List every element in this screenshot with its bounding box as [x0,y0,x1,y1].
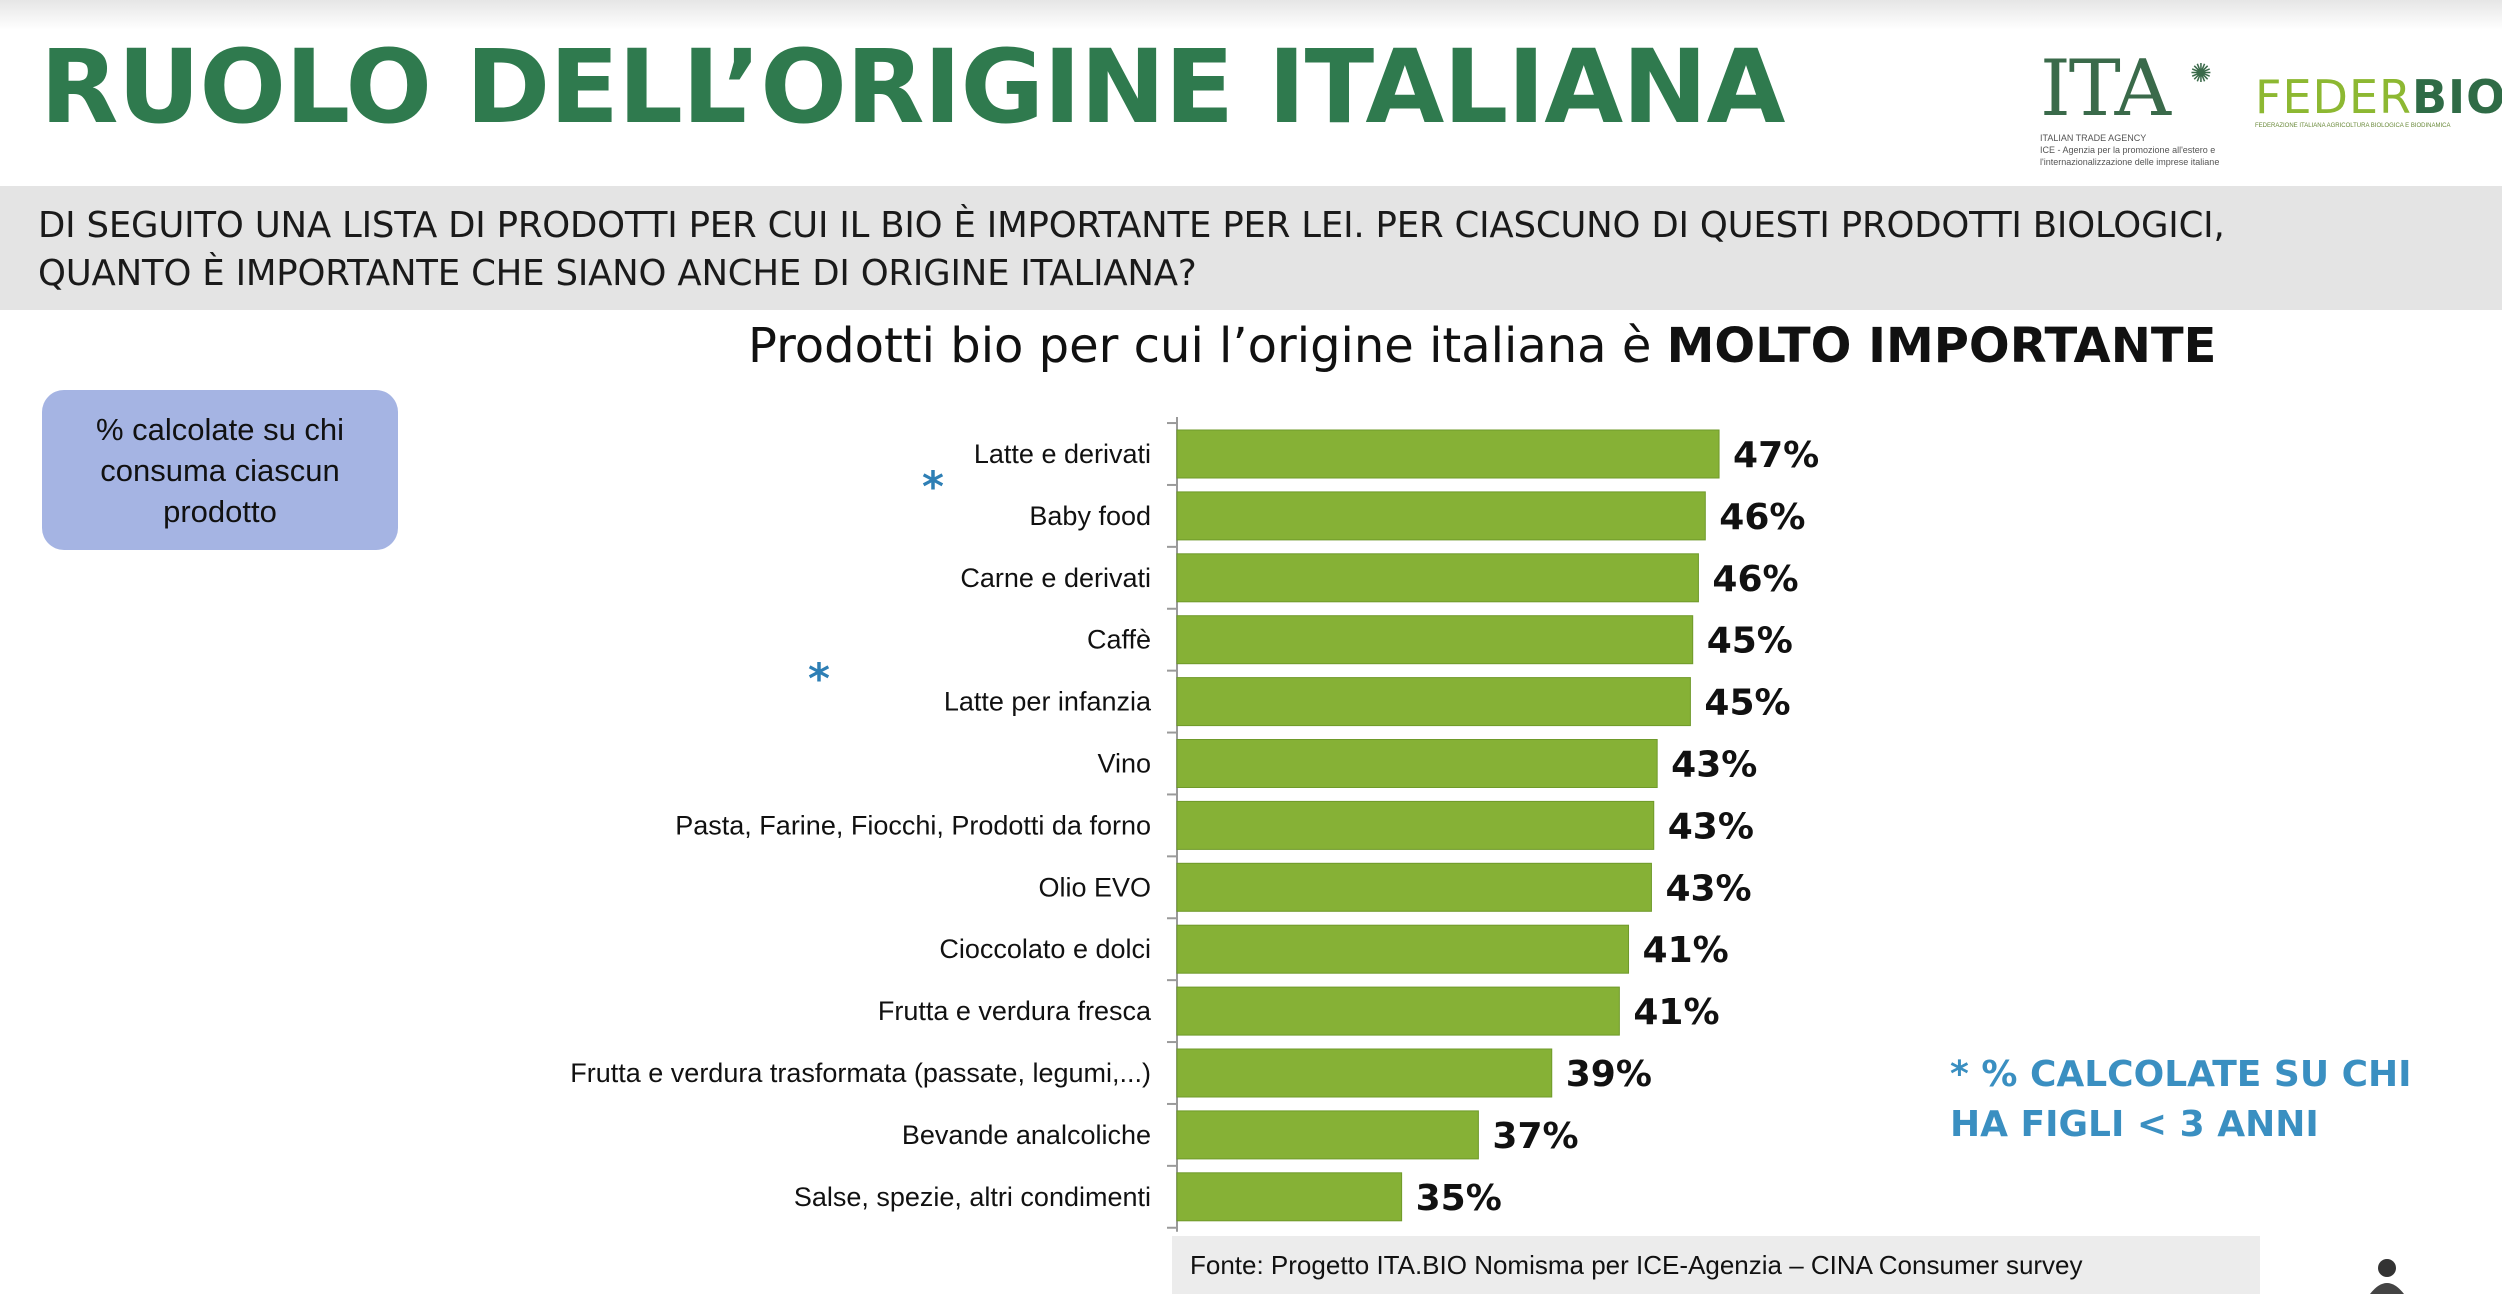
bar-cioccolato-e-dolci [1176,924,1630,974]
value-label-bevande-analcoliche: 37% [1492,1116,1578,1157]
note-box-line2: consuma ciascun [100,452,340,488]
value-label-vino: 43% [1671,745,1757,786]
category-label-frutta-e-verdura-fresca: Frutta e verdura fresca [878,996,1152,1026]
value-label-carne-e-derivati: 46% [1712,559,1798,600]
category-label-carne-e-derivati: Carne e derivati [960,563,1151,593]
chart-title-prefix: Prodotti bio per cui l’origine italiana … [748,318,1667,374]
asterisk-marker-baby-food: * [922,462,944,511]
chart-title: Prodotti bio per cui l’origine italiana … [748,318,2216,374]
category-label-baby-food: Baby food [1029,501,1151,531]
bar-pasta-farine-fiocchi-prodotti-da-forno [1176,800,1655,850]
ita-logo-line1: ITALIAN TRADE AGENCY [2040,133,2147,143]
category-label-latte-per-infanzia: Latte per infanzia [944,687,1152,717]
bar-olio-evo [1176,862,1652,912]
category-label-salse-spezie-altri-condimenti: Salse, spezie, altri condimenti [794,1182,1151,1212]
category-label-frutta-e-verdura-trasformata-passate-legumi: Frutta e verdura trasformata (passate, l… [570,1058,1151,1088]
note-box-line1: % calcolate su chi [95,411,345,447]
note-box: % calcolate su chi consuma ciascun prodo… [42,390,398,550]
category-label-latte-e-derivati: Latte e derivati [974,439,1151,469]
category-label-caff: Caffè [1087,625,1151,655]
value-label-latte-per-infanzia: 45% [1704,683,1790,724]
federbio-logo-word: FEDERBIO [2255,70,2502,124]
bar-carne-e-derivati [1176,553,1699,603]
ita-logo-word: ITA [2040,44,2171,134]
bar-latte-e-derivati [1176,429,1720,479]
bar-latte-per-infanzia [1176,677,1691,727]
note-box-line3: prodotto [163,493,277,529]
federbio-logo-bio: BIO [2411,70,2502,124]
federbio-logo-feder: FEDER [2255,70,2412,124]
note-box-text: % calcolate su chi consuma ciascun prodo… [60,409,380,532]
chart-title-bold: MOLTO IMPORTANTE [1666,318,2217,374]
value-label-frutta-e-verdura-fresca: 41% [1633,992,1719,1033]
page-title: RUOLO DELL’ORIGINE ITALIANA [40,28,1785,147]
value-label-caff: 45% [1707,621,1793,662]
survey-question: DI SEGUITO UNA LISTA DI PRODOTTI PER CUI… [38,202,2478,298]
value-label-frutta-e-verdura-trasformata-passate-legumi: 39% [1566,1054,1652,1095]
children-footnote-line2: HA FIGLI < 3 ANNI [1950,1104,2319,1145]
value-label-latte-e-derivati: 47% [1733,435,1819,476]
children-footnote: * % CALCOLATE SU CHI HA FIGLI < 3 ANNI [1950,1050,2470,1150]
survey-question-line2: QUANTO È IMPORTANTE CHE SIANO ANCHE DI O… [38,253,1197,294]
category-label-vino: Vino [1097,749,1151,779]
bar-vino [1176,739,1658,788]
children-footnote-line1: * % CALCOLATE SU CHI [1950,1054,2412,1095]
federbio-logo: FEDERBIO FEDERAZIONE ITALIANA AGRICOLTUR… [2255,70,2502,142]
bar-frutta-e-verdura-fresca [1176,986,1620,1036]
bar-baby-food [1176,491,1706,541]
bar-bevande-analcoliche [1176,1110,1479,1160]
survey-question-line1: DI SEGUITO UNA LISTA DI PRODOTTI PER CUI… [38,205,2225,246]
mascot-icon [2370,1259,2404,1294]
ita-logo: ITA ✺ ITALIAN TRADE AGENCY ICE - Agenzia… [2040,50,2240,180]
bar-salse-spezie-altri-condimenti [1176,1172,1403,1222]
source-box: Fonte: Progetto ITA.BIO Nomisma per ICE-… [1172,1236,2260,1294]
asterisk-marker-latte-infanzia: * [808,654,830,703]
category-label-olio-evo: Olio EVO [1038,872,1151,902]
ita-logo-subtitle: ITALIAN TRADE AGENCY ICE - Agenzia per l… [2040,132,2240,168]
ita-logo-line2: ICE - Agenzia per la promozione all'este… [2040,145,2216,155]
category-label-cioccolato-e-dolci: Cioccolato e dolci [939,934,1151,964]
federbio-logo-tagline: FEDERAZIONE ITALIANA AGRICOLTURA BIOLOGI… [2255,123,2451,129]
value-label-olio-evo: 43% [1665,868,1751,909]
top-strip [0,0,2502,30]
ita-logo-line3: l'internazionalizzazione delle imprese i… [2040,157,2220,167]
value-label-salse-spezie-altri-condimenti: 35% [1416,1178,1502,1219]
bar-caff [1176,615,1694,665]
category-label-bevande-analcoliche: Bevande analcoliche [902,1120,1151,1150]
bar-frutta-e-verdura-trasformata-passate-legumi [1176,1048,1553,1098]
value-label-pasta-farine-fiocchi-prodotti-da-forno: 43% [1668,806,1754,847]
question-band [0,186,2502,310]
source-text: Fonte: Progetto ITA.BIO Nomisma per ICE-… [1190,1250,2083,1280]
category-label-pasta-farine-fiocchi-prodotti-da-forno: Pasta, Farine, Fiocchi, Prodotti da forn… [675,810,1151,840]
ita-logo-mark-icon: ✺ [2190,58,2212,88]
value-label-cioccolato-e-dolci: 41% [1643,930,1729,971]
value-label-baby-food: 46% [1719,497,1805,538]
